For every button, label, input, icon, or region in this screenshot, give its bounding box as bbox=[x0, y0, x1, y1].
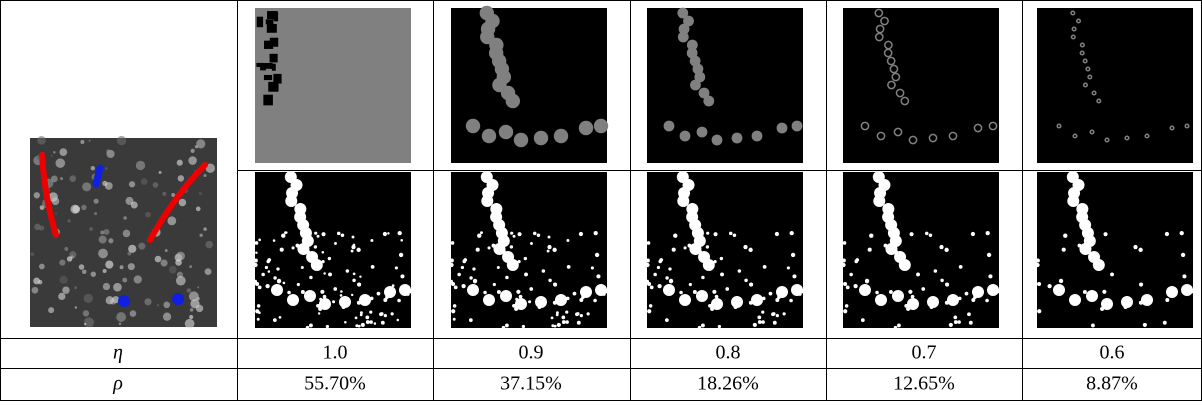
cell-value: 0.7 bbox=[912, 342, 937, 364]
row-label: ρ bbox=[112, 373, 123, 395]
cell-value: 8.87% bbox=[1086, 373, 1138, 395]
mask-image bbox=[451, 5, 609, 163]
binary-image bbox=[1035, 171, 1195, 328]
result-images bbox=[253, 5, 1195, 330]
cell-value: 0.8 bbox=[716, 342, 741, 364]
cell-value: 12.65% bbox=[893, 373, 955, 395]
cell-value: 18.26% bbox=[697, 373, 759, 395]
cell-value: 55.70% bbox=[304, 373, 366, 395]
binary-image bbox=[253, 171, 413, 330]
mask-image bbox=[843, 8, 999, 163]
cell-value: 0.6 bbox=[1100, 342, 1125, 364]
row-label: η bbox=[113, 342, 123, 364]
binary-image bbox=[449, 171, 609, 330]
cell-value: 37.15% bbox=[500, 373, 562, 395]
mask-image bbox=[647, 7, 803, 163]
mask-image bbox=[1037, 8, 1193, 163]
mask-image bbox=[255, 8, 411, 163]
cell-value: 1.0 bbox=[323, 342, 348, 364]
source-image bbox=[30, 135, 217, 329]
binary-image bbox=[645, 171, 805, 330]
binary-image bbox=[841, 171, 1001, 330]
cell-value: 0.9 bbox=[519, 342, 544, 364]
